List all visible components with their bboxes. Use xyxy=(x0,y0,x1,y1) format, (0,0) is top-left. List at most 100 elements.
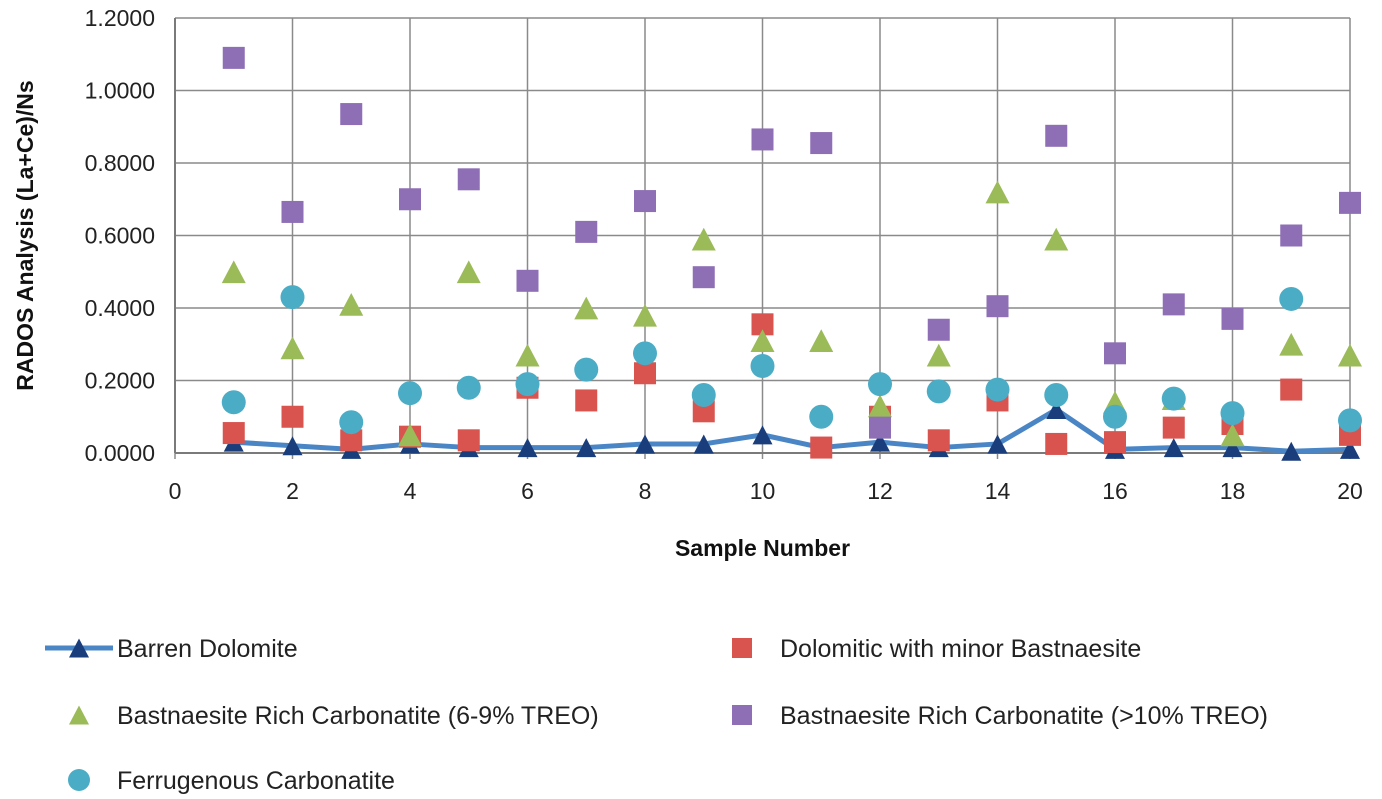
data-point xyxy=(575,389,598,412)
data-point xyxy=(280,336,305,360)
data-point xyxy=(399,188,421,211)
data-point xyxy=(868,394,892,418)
legend-label: Bastnaesite Rich Carbonatite (>10% TREO) xyxy=(780,702,1268,730)
x-tick-label: 16 xyxy=(1102,478,1128,504)
data-point xyxy=(692,400,715,423)
data-point xyxy=(517,438,538,458)
data-point xyxy=(1220,423,1245,447)
legend-label: Barren Dolomite xyxy=(117,635,298,663)
data-point xyxy=(869,416,891,439)
legend-label: Ferrugenous Carbonatite xyxy=(117,767,395,795)
data-point xyxy=(221,260,246,284)
series-layer xyxy=(221,46,1362,461)
x-tick-label: 4 xyxy=(404,478,417,504)
data-point xyxy=(282,436,303,456)
data-point xyxy=(398,381,422,406)
axis-layer: 0.0000 0.2000 0.4000 0.6000 0.8000 1.0000 1.20… xyxy=(85,5,1363,504)
data-point xyxy=(281,405,304,428)
data-point xyxy=(1280,224,1303,247)
data-point xyxy=(280,285,305,310)
series-0 xyxy=(223,400,1360,461)
data-point xyxy=(868,372,892,397)
x-tick-label: 20 xyxy=(1337,478,1363,504)
x-tick-label: 18 xyxy=(1220,478,1246,504)
y-tick-label: 0.0000 xyxy=(85,440,155,466)
legend-marker xyxy=(68,769,90,791)
series-4 xyxy=(221,285,1362,435)
data-point xyxy=(1044,227,1069,251)
data-point xyxy=(985,377,1010,402)
data-point xyxy=(986,295,1009,318)
y-axis-title: RADOS Analysis (La+Ce)/Ns xyxy=(12,80,38,390)
x-axis-title: Sample Number xyxy=(675,535,850,561)
x-tick-label: 6 xyxy=(521,478,534,504)
data-point xyxy=(1340,439,1360,459)
data-point xyxy=(456,375,481,400)
data-point xyxy=(750,329,775,353)
series-3 xyxy=(222,46,1361,439)
legend-marker xyxy=(69,705,89,725)
data-point xyxy=(810,436,833,459)
data-point xyxy=(1221,307,1244,330)
series-1 xyxy=(222,313,1361,459)
data-point xyxy=(634,190,656,213)
y-tick-label: 1.0000 xyxy=(85,78,155,104)
data-point xyxy=(752,425,773,445)
data-point xyxy=(1044,383,1069,407)
data-point xyxy=(1338,343,1362,367)
data-point xyxy=(281,200,304,223)
data-point xyxy=(633,303,657,327)
data-point xyxy=(927,429,950,452)
data-point xyxy=(1103,404,1127,429)
legend: Barren Dolomite Dolomitic with minor Bast… xyxy=(45,635,1268,795)
y-tick-label: 0.2000 xyxy=(85,368,155,394)
x-tick-label: 2 xyxy=(286,478,299,504)
data-point xyxy=(692,266,715,289)
data-point xyxy=(693,434,714,454)
data-point xyxy=(457,168,480,191)
x-tick-label: 14 xyxy=(985,478,1011,504)
data-point xyxy=(1045,124,1068,147)
data-point xyxy=(575,220,598,243)
data-point xyxy=(222,46,245,69)
data-point xyxy=(1279,286,1304,311)
legend-item: Dolomitic with minor Bastnaesite xyxy=(732,635,1141,663)
data-point xyxy=(987,434,1008,454)
data-point xyxy=(1163,438,1184,458)
legend-marker xyxy=(69,638,89,658)
data-point xyxy=(1338,408,1362,433)
data-point xyxy=(574,357,599,382)
data-point xyxy=(456,260,481,284)
data-point xyxy=(339,410,364,435)
x-tick-label: 10 xyxy=(750,478,776,504)
data-point xyxy=(1161,386,1186,411)
data-point xyxy=(516,269,539,292)
y-tick-label: 0.6000 xyxy=(85,223,155,249)
data-point xyxy=(222,422,245,445)
data-point xyxy=(1162,293,1185,316)
legend-item: Bastnaesite Rich Carbonatite (>10% TREO) xyxy=(732,702,1268,730)
data-point xyxy=(340,103,363,126)
data-point xyxy=(691,227,716,251)
data-point xyxy=(751,128,774,151)
legend-item: Bastnaesite Rich Carbonatite (6-9% TREO) xyxy=(69,702,599,730)
data-point xyxy=(985,180,1010,204)
legend-label: Bastnaesite Rich Carbonatite (6-9% TREO) xyxy=(117,702,599,730)
data-point xyxy=(340,429,363,452)
data-point xyxy=(634,362,656,385)
data-point xyxy=(635,434,655,454)
legend-item: Barren Dolomite xyxy=(45,635,298,663)
y-tick-label: 0.8000 xyxy=(85,150,155,176)
data-point xyxy=(574,296,599,320)
y-tick-label: 0.4000 xyxy=(85,295,155,321)
data-point xyxy=(750,354,775,378)
data-point xyxy=(1220,401,1245,426)
data-point xyxy=(339,292,364,316)
y-tick-label: 1.2000 xyxy=(85,5,155,31)
data-point xyxy=(926,343,951,367)
data-point xyxy=(870,432,890,452)
data-point xyxy=(926,379,951,404)
data-point xyxy=(221,390,246,415)
